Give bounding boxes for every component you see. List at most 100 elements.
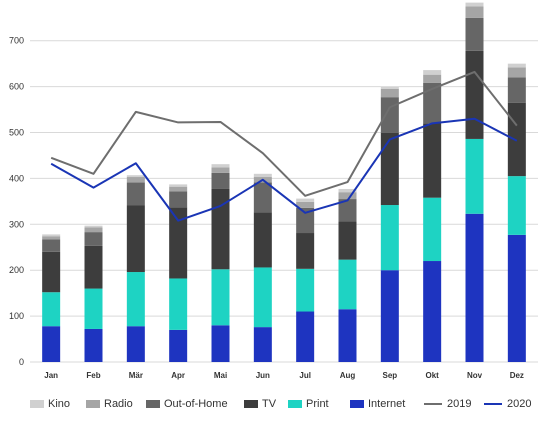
bar-segment [126, 177, 145, 183]
legend-label: Out-of-Home [164, 398, 228, 410]
x-tick-label: Apr [171, 371, 185, 380]
bar-segment [423, 197, 442, 262]
bar-segment [253, 173, 272, 178]
y-tick-label: 400 [9, 173, 24, 183]
bar-segment [169, 278, 188, 330]
legend-label: Kino [48, 398, 71, 410]
series-line [50, 117, 518, 222]
bar-segment [253, 327, 272, 362]
bar-segment [507, 77, 526, 103]
bar-segment [380, 132, 399, 206]
y-tick-label: 600 [9, 82, 24, 92]
legend-swatch [424, 403, 442, 405]
bar-segment [465, 2, 484, 7]
bar-segment [423, 82, 442, 124]
legend-label: Print [306, 398, 329, 410]
bar-segment [84, 245, 103, 289]
legend-swatch [244, 400, 258, 408]
bar-segment [84, 225, 103, 228]
x-axis-ticks: Jan Feb Mär Apr Mai Jun Jul Aug Sep Okt Nov Dez [44, 371, 524, 380]
bar-segment [338, 221, 357, 260]
x-tick-label: Jul [299, 371, 311, 380]
bar-segment [296, 311, 315, 362]
bar-segment [380, 97, 399, 133]
bar-segment [42, 292, 61, 327]
y-tick-label: 300 [9, 219, 24, 229]
y-tick-label: 0 [19, 357, 24, 367]
legend-item: TV [244, 398, 276, 410]
bar-segment [211, 269, 230, 326]
bar-segment [465, 138, 484, 214]
bars [42, 2, 526, 362]
y-tick-label: 200 [9, 265, 24, 275]
bar-segment [338, 259, 357, 310]
y-axis-ticks: 0 100 200 300 400 500 600 700 [9, 36, 24, 367]
bar-segment [126, 175, 145, 178]
legend-item: Print [288, 398, 329, 410]
legend-item: Out-of-Home [146, 398, 228, 410]
legend-swatch [146, 400, 160, 408]
bar-segment [169, 207, 188, 279]
x-tick-label: Jan [44, 371, 58, 380]
legend-item: 2020 [484, 398, 531, 410]
bar-segment [465, 213, 484, 362]
bar-segment [84, 227, 103, 233]
bar-segment [338, 309, 357, 362]
bar-segment [84, 328, 103, 362]
bar-segment [338, 192, 357, 200]
bar-segment [296, 201, 315, 208]
x-tick-label: Nov [467, 371, 483, 380]
bar-segment [423, 74, 442, 83]
gridlines [30, 40, 538, 363]
legend-swatch [86, 400, 100, 408]
bar-segment [126, 205, 145, 273]
bar-segment [211, 164, 230, 168]
legend-label: TV [262, 398, 277, 410]
lines [50, 70, 518, 222]
bar-segment [338, 188, 357, 193]
bar-segment [211, 188, 230, 270]
bar-segment [126, 326, 145, 362]
legend-label: Radio [104, 398, 133, 410]
legend-item: Radio [86, 398, 133, 410]
bar-segment [296, 268, 315, 312]
bar-segment [380, 270, 399, 362]
bar-segment [507, 67, 526, 78]
bar-segment [507, 63, 526, 68]
bar-segment [84, 288, 103, 329]
bar-segment [507, 234, 526, 362]
bar-segment [42, 236, 61, 240]
bar-segment [211, 167, 230, 173]
bar-segment [42, 234, 61, 237]
bar-segment [42, 326, 61, 362]
x-tick-label: Jun [256, 371, 270, 380]
x-tick-label: Dez [510, 371, 524, 380]
y-tick-label: 700 [9, 36, 24, 46]
x-tick-label: Aug [340, 371, 356, 380]
bar-segment [296, 207, 315, 234]
bar-segment [253, 267, 272, 328]
x-tick-label: Sep [382, 371, 397, 380]
bar-segment [380, 205, 399, 271]
x-tick-label: Feb [86, 371, 100, 380]
bar-segment [507, 102, 526, 177]
bar-segment [126, 182, 145, 206]
bar-segment [42, 251, 61, 293]
bar-segment [465, 6, 484, 18]
stacked-bar-chart: 0 100 200 300 400 500 600 700 Jan Feb Mär Apr Mai Ju… [9, 2, 538, 380]
legend-label: Internet [368, 398, 406, 410]
legend-swatch [288, 400, 302, 408]
x-tick-label: Okt [425, 371, 439, 380]
bar-segment [42, 239, 61, 252]
bar-segment [169, 329, 188, 362]
legend-swatch [30, 400, 44, 408]
x-tick-label: Mär [129, 371, 143, 380]
y-tick-label: 500 [9, 128, 24, 138]
bar-segment [169, 186, 188, 192]
legend-swatch [350, 400, 364, 408]
legend-swatch [484, 403, 502, 405]
legend-item: Internet [350, 398, 405, 410]
bar-segment [507, 176, 526, 235]
x-tick-label: Mai [214, 371, 227, 380]
legend-item: 2019 [424, 398, 471, 410]
